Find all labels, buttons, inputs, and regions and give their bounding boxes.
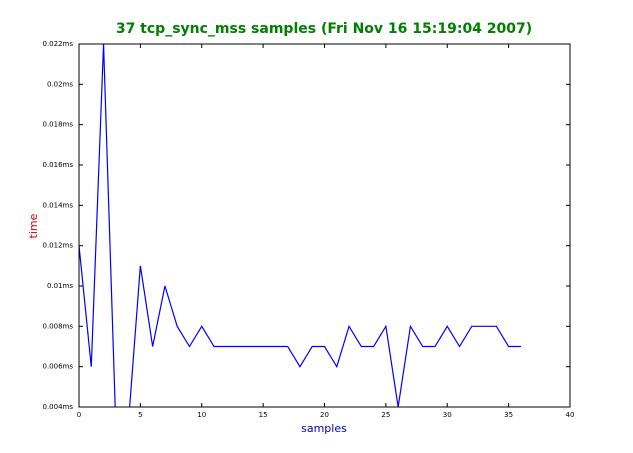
x-tick-label: 5 — [138, 411, 142, 419]
y-tick-label: 0.018ms — [42, 121, 73, 129]
x-tick-label: 30 — [443, 411, 452, 419]
y-axis-label: time — [27, 213, 40, 238]
plot-area — [79, 44, 521, 407]
y-tick-label: 0.004ms — [42, 403, 73, 411]
x-tick-label: 15 — [259, 411, 268, 419]
y-tick-label: 0.008ms — [42, 322, 73, 330]
x-tick-label: 10 — [197, 411, 206, 419]
chart-title: 37 tcp_sync_mss samples (Fri Nov 16 15:1… — [116, 21, 532, 37]
y-tick-label: 0.02ms — [47, 80, 73, 88]
x-axis-label: samples — [301, 422, 347, 435]
x-tick-label: 20 — [320, 411, 329, 419]
y-tick-label: 0.022ms — [42, 40, 73, 48]
y-tick-label: 0.012ms — [42, 242, 73, 250]
x-tick-label: 40 — [566, 411, 575, 419]
plot-frame — [78, 43, 571, 408]
y-tick-label: 0.016ms — [42, 161, 73, 169]
y-tick-label: 0.01ms — [47, 282, 73, 290]
y-tick-label: 0.006ms — [42, 363, 73, 371]
x-tick-label: 35 — [504, 411, 513, 419]
x-tick-label: 25 — [381, 411, 390, 419]
y-tick-label: 0.014ms — [42, 201, 73, 209]
x-tick-label: 0 — [77, 411, 81, 419]
data-line — [79, 44, 521, 407]
